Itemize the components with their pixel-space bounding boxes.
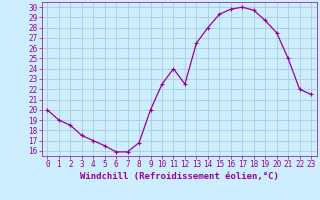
X-axis label: Windchill (Refroidissement éolien,°C): Windchill (Refroidissement éolien,°C) — [80, 172, 279, 181]
